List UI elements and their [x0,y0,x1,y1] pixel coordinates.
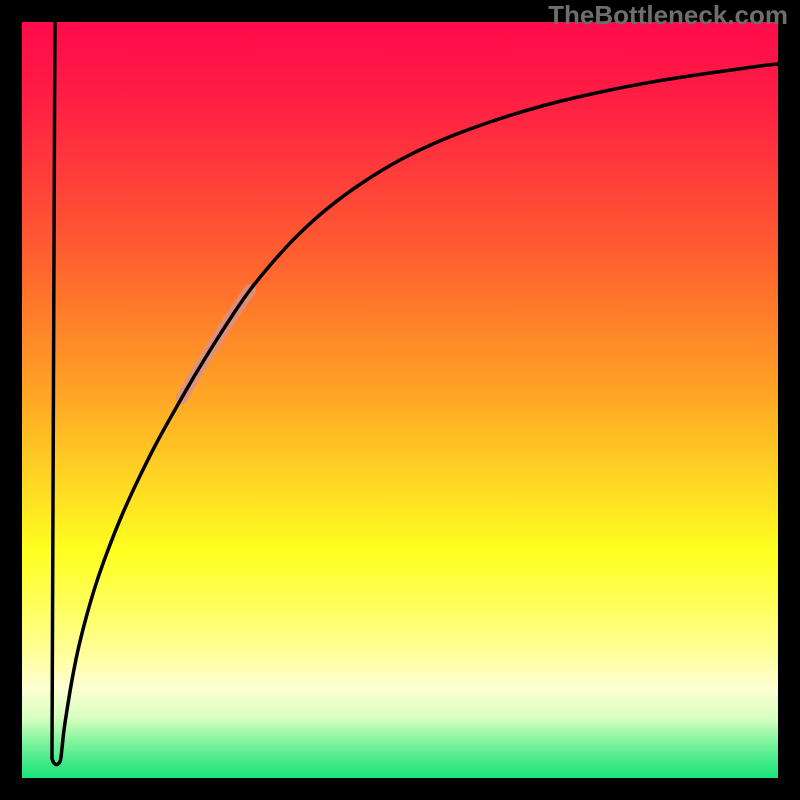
source-attribution: TheBottleneck.com [548,0,788,31]
bottleneck-chart: TheBottleneck.com [0,0,800,800]
chart-svg [0,0,800,800]
plot-background [22,22,778,778]
